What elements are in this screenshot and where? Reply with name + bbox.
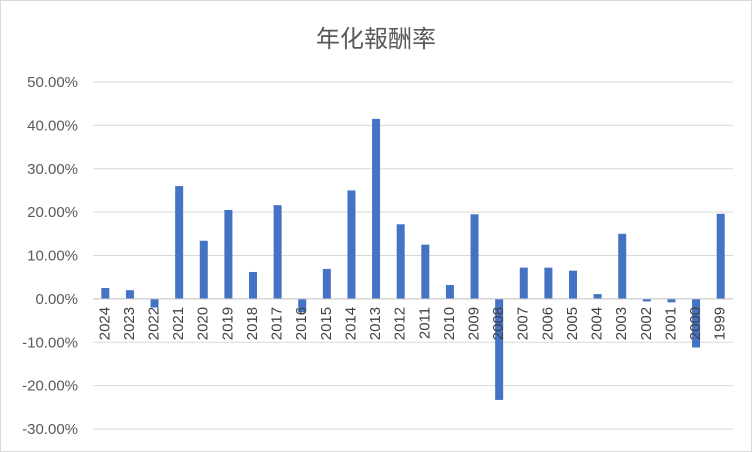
bar-2000 <box>692 298 701 348</box>
x-tick-label: 2019 <box>219 307 236 340</box>
x-tick-label: 1999 <box>712 307 729 340</box>
y-tick-label: 30.00% <box>27 161 78 178</box>
bar-2023 <box>125 290 134 299</box>
x-tick-label: 2011 <box>416 307 433 339</box>
bar-2024 <box>101 288 110 299</box>
x-axis-tick-labels: 2024 2023 2022 2021 2020 2019 2018 2017 2016 2015… <box>96 307 728 340</box>
x-tick-label: 2008 <box>490 307 507 340</box>
gridlines <box>93 81 733 430</box>
bar-2005 <box>569 270 577 299</box>
x-tick-label: 2009 <box>466 307 483 340</box>
bars <box>101 118 725 400</box>
y-tick-label: -10.00% <box>22 334 78 351</box>
bar-2004 <box>593 294 602 299</box>
bar-2008 <box>495 298 504 400</box>
x-tick-label: 2017 <box>269 307 286 340</box>
bar-2009 <box>470 214 479 299</box>
bar-2018 <box>249 271 257 299</box>
bar-2010 <box>445 284 454 299</box>
chart-title: 年化報酬率 <box>316 26 436 53</box>
x-tick-label: 2016 <box>293 307 310 340</box>
y-tick-label: 10.00% <box>27 248 78 265</box>
bar-2011 <box>421 244 430 299</box>
x-tick-label: 2018 <box>244 307 261 340</box>
x-tick-label: 2003 <box>613 307 630 340</box>
y-tick-label: 0.00% <box>35 291 78 308</box>
bar-2002 <box>642 298 651 302</box>
bar-2012 <box>396 224 405 299</box>
bar-2006 <box>544 267 553 299</box>
x-tick-label: 2005 <box>564 307 581 340</box>
x-tick-label: 2010 <box>441 307 458 340</box>
bar-2022 <box>150 298 159 308</box>
x-tick-label: 2013 <box>367 307 384 340</box>
bar-2003 <box>618 233 627 299</box>
bar-2021 <box>175 186 184 299</box>
y-axis-tick-labels: 50.00% 40.00% 30.00% 20.00% 10.00% 0.00% -10.0… <box>22 74 78 438</box>
x-tick-label: 2020 <box>195 307 212 340</box>
x-tick-label: 2021 <box>170 307 187 340</box>
y-tick-label: 40.00% <box>27 117 78 134</box>
bar-2020 <box>199 240 208 299</box>
bar-2015 <box>322 268 331 299</box>
x-tick-label: 2014 <box>342 307 359 340</box>
y-tick-label: 50.00% <box>27 74 78 91</box>
x-tick-label: 2004 <box>589 307 606 340</box>
x-tick-label: 2012 <box>392 307 409 340</box>
bar-2016 <box>298 298 307 313</box>
bar-1999 <box>716 213 725 299</box>
y-tick-label: -30.00% <box>22 421 78 438</box>
bar-2014 <box>347 190 356 299</box>
y-tick-label: 20.00% <box>27 204 78 221</box>
x-tick-label: 2006 <box>539 307 556 340</box>
bar-2013 <box>372 118 381 299</box>
x-tick-label: 2024 <box>96 307 113 340</box>
x-tick-label: 2023 <box>121 307 138 340</box>
bar-2017 <box>273 205 282 299</box>
bar-2007 <box>519 267 528 299</box>
bar-2001 <box>667 298 676 303</box>
x-tick-label: 2007 <box>515 307 532 340</box>
x-tick-label: 2000 <box>687 307 704 340</box>
bar-2019 <box>224 209 233 299</box>
x-tick-label: 2015 <box>318 307 335 340</box>
x-tick-label: 2002 <box>638 307 655 340</box>
y-tick-label: -20.00% <box>22 378 78 395</box>
x-tick-label: 2022 <box>146 307 163 340</box>
x-tick-label: 2001 <box>662 307 679 340</box>
